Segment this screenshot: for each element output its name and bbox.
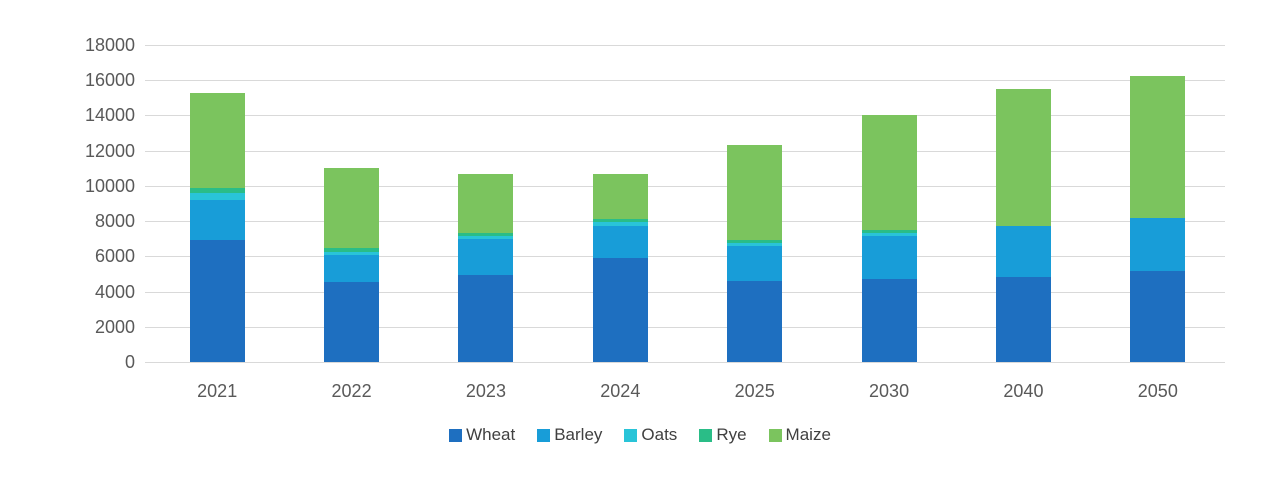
gridline-16000 bbox=[145, 80, 1225, 82]
bar-segment-barley-2023 bbox=[458, 238, 514, 275]
bar-segment-rye-2023 bbox=[458, 232, 514, 237]
bar-segment-rye-2022 bbox=[324, 247, 380, 252]
bar-segment-barley-2050 bbox=[1130, 218, 1186, 272]
gridline-2000 bbox=[145, 326, 1225, 328]
legend: Wheat Barley Oats Rye Maize bbox=[0, 423, 1280, 447]
bar-2050 bbox=[1130, 75, 1186, 362]
x-tick-label-2021: 2021 bbox=[197, 381, 238, 401]
y-tick-label-12000: 12000 bbox=[84, 140, 135, 161]
legend-label-rye: Rye bbox=[716, 425, 747, 444]
legend-label-wheat: Wheat bbox=[466, 425, 516, 444]
bar-2023 bbox=[458, 174, 514, 362]
bar-segment-maize-2024 bbox=[592, 174, 648, 220]
bar-segment-maize-2025 bbox=[727, 145, 783, 240]
bar-segment-maize-2040 bbox=[995, 89, 1051, 227]
bar-segment-oats-2030 bbox=[861, 232, 917, 237]
bar-2022 bbox=[324, 168, 380, 362]
x-tick-label-2023: 2023 bbox=[465, 381, 506, 401]
x-tick-label-2030: 2030 bbox=[869, 381, 910, 401]
legend-item-maize: Maize bbox=[768, 425, 831, 444]
y-tick-label-2000: 2000 bbox=[94, 316, 135, 337]
x-tick-label-2050: 2050 bbox=[1137, 381, 1178, 401]
bar-segment-wheat-2040 bbox=[995, 277, 1051, 362]
bar-segment-oats-2023 bbox=[458, 236, 514, 239]
bar-segment-oats-2024 bbox=[592, 222, 648, 226]
x-tick-label-2040: 2040 bbox=[1003, 381, 1044, 401]
bar-segment-wheat-2022 bbox=[324, 281, 380, 362]
legend-swatch-oats bbox=[624, 428, 638, 442]
bar-segment-maize-2050 bbox=[1130, 75, 1186, 219]
legend-item-rye: Rye bbox=[699, 425, 747, 444]
legend-item-barley: Barley bbox=[537, 426, 602, 444]
legend-item-oats: Oats bbox=[624, 426, 677, 444]
y-tick-label-14000: 14000 bbox=[84, 105, 135, 126]
bar-segment-maize-2022 bbox=[324, 168, 380, 248]
gridline-8000 bbox=[145, 221, 1225, 223]
legend-label-maize: Maize bbox=[785, 425, 831, 444]
legend-swatch-wheat bbox=[449, 428, 463, 442]
x-tick-label-2024: 2024 bbox=[600, 381, 641, 401]
bar-segment-oats-2021 bbox=[189, 192, 245, 200]
bar-segment-maize-2021 bbox=[189, 92, 245, 188]
gridline-14000 bbox=[145, 115, 1225, 117]
y-tick-label-10000: 10000 bbox=[84, 175, 135, 196]
bar-segment-barley-2021 bbox=[189, 199, 245, 241]
bar-2040 bbox=[995, 89, 1051, 362]
gridline-12000 bbox=[145, 150, 1225, 152]
legend-swatch-maize bbox=[768, 428, 782, 442]
bar-segment-wheat-2021 bbox=[189, 240, 245, 362]
bar-segment-wheat-2030 bbox=[861, 279, 917, 362]
bar-segment-maize-2030 bbox=[861, 115, 917, 230]
bar-segment-oats-2025 bbox=[727, 243, 783, 246]
y-tick-label-6000: 6000 bbox=[94, 246, 135, 267]
bar-segment-barley-2022 bbox=[324, 255, 380, 282]
bar-segment-wheat-2024 bbox=[592, 258, 648, 362]
x-tick-label-2022: 2022 bbox=[331, 381, 372, 401]
gridline-0 bbox=[145, 362, 1225, 363]
gridline-18000 bbox=[145, 45, 1225, 46]
bar-segment-wheat-2050 bbox=[1130, 271, 1186, 362]
bar-2024 bbox=[592, 174, 648, 362]
legend-swatch-rye bbox=[699, 428, 713, 442]
bar-segment-barley-2040 bbox=[995, 226, 1051, 278]
y-tick-label-16000: 16000 bbox=[84, 70, 135, 91]
bar-segment-wheat-2025 bbox=[727, 280, 783, 362]
bar-segment-rye-2025 bbox=[727, 239, 783, 244]
bar-2025 bbox=[727, 145, 783, 362]
bar-segment-barley-2024 bbox=[592, 225, 648, 259]
bar-2030 bbox=[861, 115, 917, 362]
legend-swatch-barley bbox=[537, 428, 551, 442]
bar-segment-oats-2022 bbox=[324, 251, 380, 256]
legend-label-barley: Barley bbox=[554, 425, 603, 444]
y-tick-label-8000: 8000 bbox=[94, 211, 135, 232]
bar-segment-wheat-2023 bbox=[458, 274, 514, 362]
legend-label-oats: Oats bbox=[641, 425, 678, 444]
bar-segment-rye-2024 bbox=[592, 219, 648, 222]
x-tick-label-2025: 2025 bbox=[734, 381, 775, 401]
bar-segment-maize-2023 bbox=[458, 174, 514, 233]
bar-2021 bbox=[189, 92, 245, 362]
y-tick-label-4000: 4000 bbox=[94, 281, 135, 302]
gridline-10000 bbox=[145, 185, 1225, 187]
y-tick-label-18000: 18000 bbox=[84, 35, 135, 55]
gridline-4000 bbox=[145, 291, 1225, 293]
gridline-6000 bbox=[145, 256, 1225, 258]
bar-segment-barley-2030 bbox=[861, 236, 917, 280]
bar-segment-rye-2030 bbox=[861, 229, 917, 233]
legend-item-wheat: Wheat bbox=[449, 426, 515, 444]
y-tick-label-0: 0 bbox=[124, 352, 135, 372]
bar-segment-barley-2025 bbox=[727, 245, 783, 281]
bar-segment-rye-2021 bbox=[189, 187, 245, 193]
